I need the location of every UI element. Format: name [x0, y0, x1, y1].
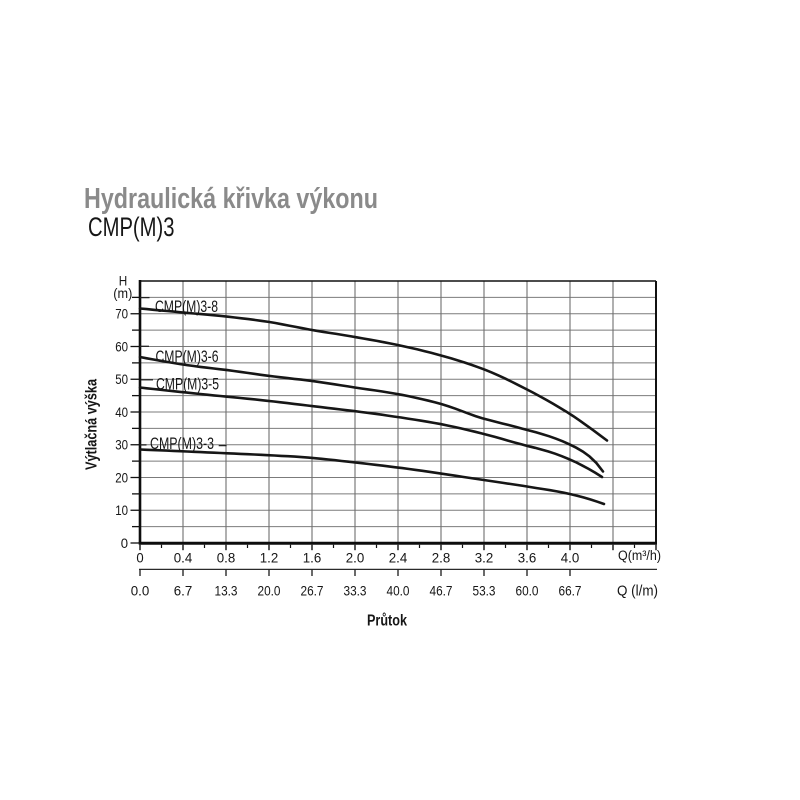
svg-text:Výtlačná výška: Výtlačná výška [84, 379, 101, 470]
svg-text:10: 10 [115, 502, 128, 518]
svg-text:CMP(M)3-6: CMP(M)3-6 [156, 348, 219, 366]
svg-text:0: 0 [121, 535, 128, 551]
svg-text:(m): (m) [113, 285, 132, 301]
svg-text:Q (l/m): Q (l/m) [617, 583, 658, 599]
svg-text:53.3: 53.3 [473, 583, 496, 599]
svg-text:3.2: 3.2 [475, 550, 494, 566]
svg-text:Hydraulická křivka výkonu: Hydraulická křivka výkonu [84, 183, 378, 215]
svg-text:0.4: 0.4 [174, 550, 193, 566]
svg-text:1.2: 1.2 [260, 550, 279, 566]
svg-text:66.7: 66.7 [559, 583, 582, 599]
svg-text:6.7: 6.7 [174, 583, 193, 599]
svg-text:26.7: 26.7 [301, 583, 324, 599]
svg-text:20.0: 20.0 [258, 583, 281, 599]
svg-text:33.3: 33.3 [344, 583, 367, 599]
svg-text:1.6: 1.6 [303, 550, 322, 566]
svg-text:13.3: 13.3 [215, 583, 238, 599]
svg-text:CMP(M)3-3: CMP(M)3-3 [150, 435, 214, 453]
svg-text:Q(m³/h): Q(m³/h) [618, 548, 661, 563]
svg-text:H: H [119, 273, 128, 289]
svg-text:4.0: 4.0 [561, 550, 580, 566]
svg-text:30: 30 [115, 437, 128, 453]
svg-text:2.4: 2.4 [389, 550, 408, 566]
svg-text:0: 0 [136, 550, 143, 566]
svg-text:2.0: 2.0 [346, 550, 365, 566]
svg-text:70: 70 [115, 306, 128, 322]
svg-text:50: 50 [115, 371, 128, 387]
svg-text:3.6: 3.6 [518, 550, 537, 566]
svg-text:40.0: 40.0 [387, 583, 410, 599]
svg-text:20: 20 [115, 469, 128, 485]
svg-text:2.8: 2.8 [432, 550, 451, 566]
svg-text:CMP(M)3-8: CMP(M)3-8 [155, 298, 218, 316]
svg-text:0.0: 0.0 [131, 583, 150, 599]
svg-text:CMP(M)3: CMP(M)3 [88, 212, 175, 242]
svg-text:40: 40 [115, 404, 128, 420]
svg-text:46.7: 46.7 [430, 583, 453, 599]
svg-text:Průtok: Průtok [367, 613, 407, 630]
svg-text:CMP(M)3-5: CMP(M)3-5 [156, 376, 219, 394]
svg-text:60.0: 60.0 [516, 583, 539, 599]
svg-text:0.8: 0.8 [217, 550, 236, 566]
svg-text:60: 60 [115, 338, 128, 354]
